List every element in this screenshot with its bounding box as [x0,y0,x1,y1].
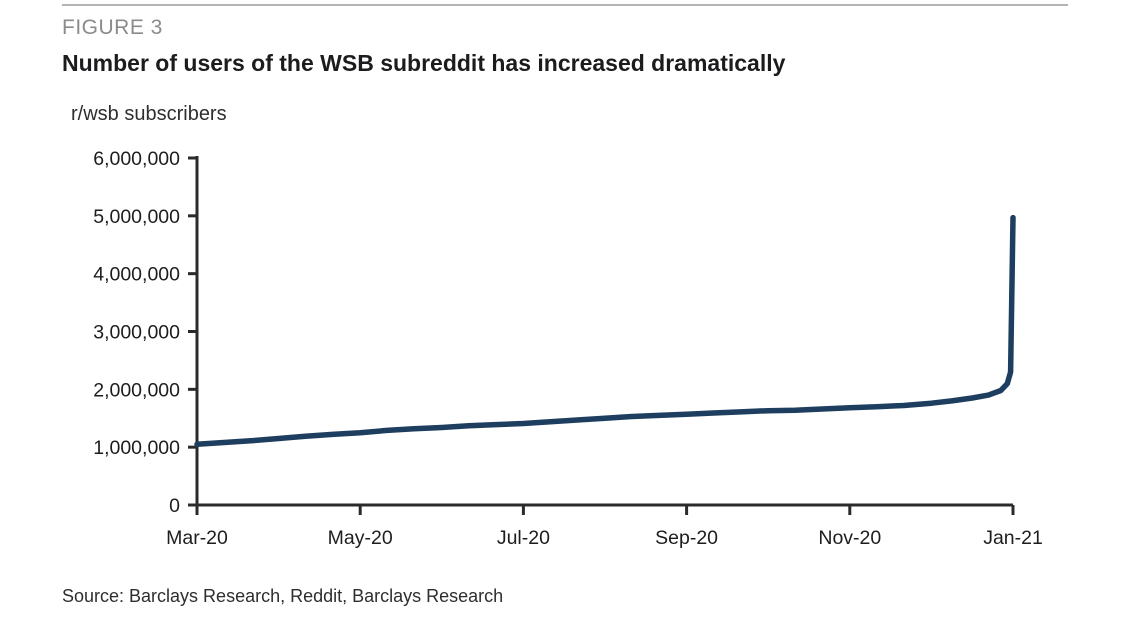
y-tick-label: 4,000,000 [93,264,180,286]
page-title: Number of users of the WSB subreddit has… [62,50,786,76]
x-tick-label: Jan-21 [983,527,1043,549]
x-tick-label: Sep-20 [655,527,718,549]
y-tick-label: 5,000,000 [93,206,180,228]
x-tick-label: Jul-20 [497,527,550,549]
axis-lines [195,156,1013,507]
y-tick-label: 2,000,000 [93,379,180,401]
x-tick-label: Mar-20 [166,527,228,549]
top-divider [62,4,1068,6]
subscriber-line-series [194,214,1016,448]
y-tick-label: 0 [169,495,180,517]
source-attribution: Source: Barclays Research, Reddit, Barcl… [62,586,504,606]
figure-label: FIGURE 3 [62,16,163,39]
y-tick-label: 6,000,000 [93,148,180,170]
chart-subtitle: r/wsb subscribers [71,103,227,125]
x-tick-label: Nov-20 [818,527,881,549]
y-tick-label: 3,000,000 [93,322,180,344]
y-tick-label: 1,000,000 [93,437,180,459]
x-tick-label: May-20 [328,527,393,549]
